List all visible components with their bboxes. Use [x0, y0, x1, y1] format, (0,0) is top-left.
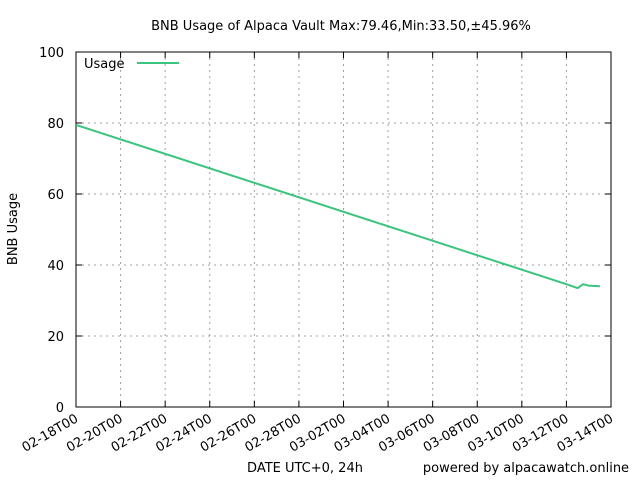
y-tick-label: 100: [39, 46, 64, 61]
series-layer: [75, 123, 600, 290]
y-tick-label: 80: [47, 117, 64, 132]
legend-label-usage: Usage: [84, 57, 125, 72]
series-line-usage: [75, 123, 600, 290]
grid-lines: [76, 52, 611, 407]
chart-title: BNB Usage of Alpaca Vault Max:79.46,Min:…: [151, 19, 531, 34]
x-axis: 02-18T0002-20T0002-22T0002-24T0002-26T00…: [20, 52, 616, 456]
y-tick-label: 0: [56, 401, 64, 416]
x-axis-title: DATE UTC+0, 24h: [247, 461, 363, 476]
y-tick-label: 20: [47, 330, 64, 345]
legend: Usage: [84, 57, 179, 72]
y-axis: 0 20 40 60 80 100: [39, 46, 611, 416]
y-tick-label: 60: [47, 188, 64, 203]
y-tick-label: 40: [47, 259, 64, 274]
y-axis-title: BNB Usage: [6, 193, 21, 265]
credit-text: powered by alpacawatch.online: [423, 461, 629, 476]
